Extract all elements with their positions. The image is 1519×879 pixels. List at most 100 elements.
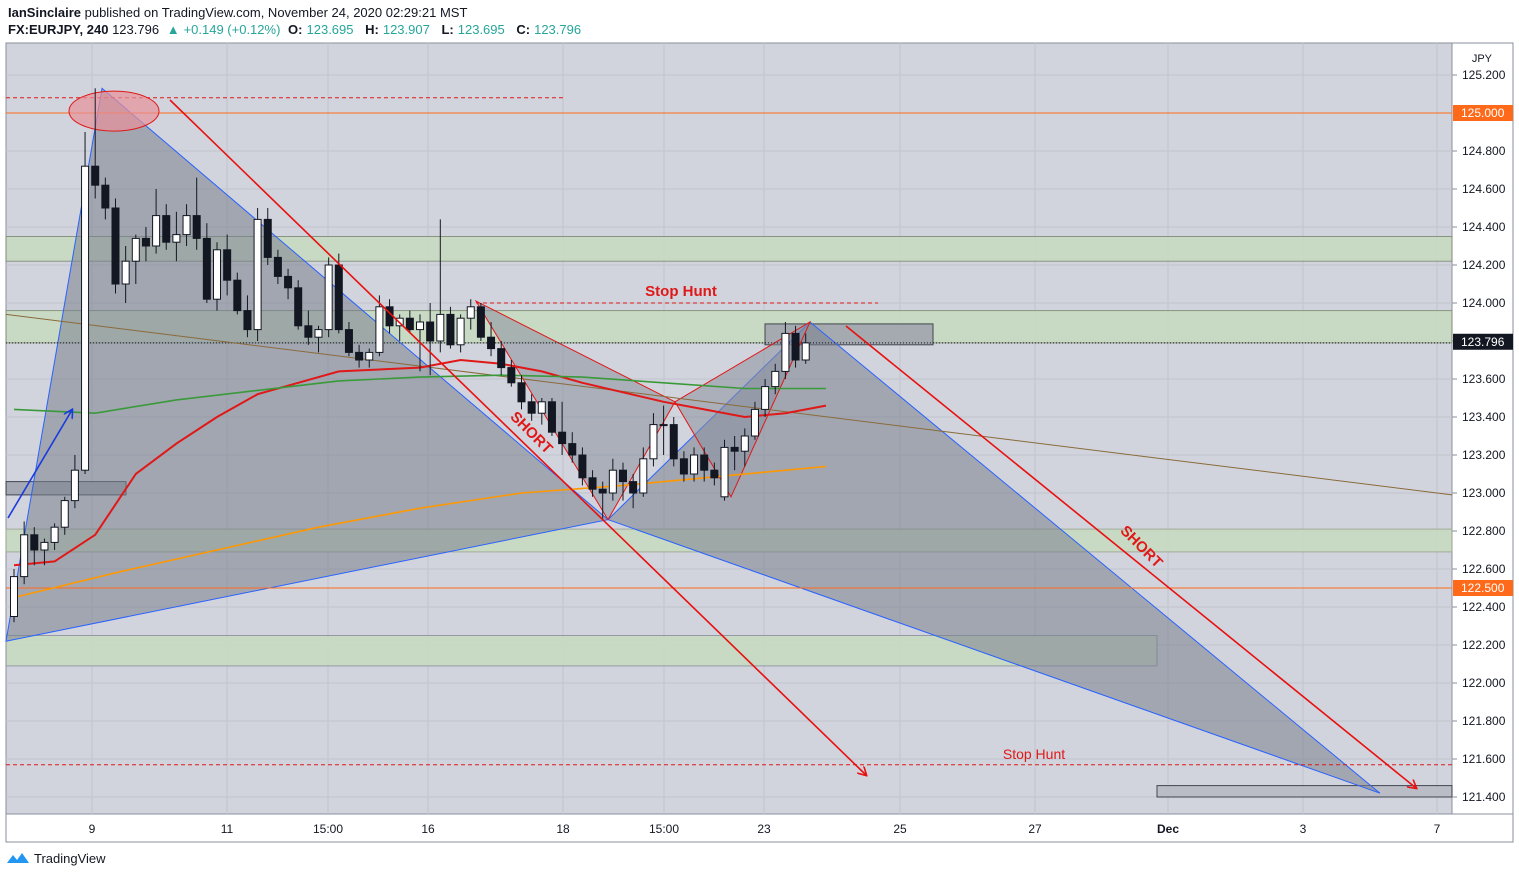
time-tick-label: 15:00: [649, 822, 679, 836]
candle-body: [771, 370, 780, 388]
candle-body: [243, 310, 252, 331]
candle-body: [517, 382, 526, 403]
candle-body: [30, 534, 39, 551]
open-label: O:: [288, 22, 303, 37]
open-value: 123.695: [306, 22, 354, 37]
price-tick-label: 121.800: [1462, 714, 1506, 728]
price-tick-label: 122.400: [1462, 600, 1506, 614]
brand-name: TradingView: [34, 850, 106, 866]
candle-body: [314, 329, 323, 338]
candle-body: [720, 446, 729, 498]
chart-frame: [5, 42, 1514, 843]
author-name[interactable]: IanSinclaire: [8, 5, 81, 20]
time-tick-label: 3: [1300, 822, 1307, 836]
candle-body: [659, 424, 668, 427]
candle-body: [639, 458, 648, 494]
candle-body: [223, 249, 232, 281]
candle-body: [162, 215, 171, 243]
time-tick-label: 25: [893, 822, 907, 836]
price-change: +0.149 (+0.12%): [183, 22, 281, 37]
candle-body: [131, 237, 140, 262]
candle-body: [750, 408, 759, 437]
target-box: [1156, 785, 1453, 798]
candle-body: [547, 401, 556, 433]
candle-body: [304, 325, 313, 338]
high-value: 123.907: [382, 22, 430, 37]
candle-body: [60, 500, 69, 528]
time-tick-label: 18: [556, 822, 570, 836]
candle-body: [669, 424, 678, 460]
candle-body: [568, 443, 577, 456]
candle-body: [355, 351, 364, 361]
price-tag-bg: [1453, 105, 1513, 121]
price-tick-label: 124.200: [1462, 258, 1506, 272]
candle-body: [619, 469, 627, 483]
short-arrow-right: [845, 325, 1416, 788]
candle-body: [192, 215, 201, 239]
candle-body: [202, 237, 211, 300]
time-tick-label: 11: [221, 822, 234, 836]
symbol-label[interactable]: FX:EURJPY, 240: [8, 22, 109, 37]
price-tick-label: 124.600: [1462, 182, 1506, 196]
currency-label: JPY: [1472, 53, 1493, 65]
candle-body: [141, 237, 150, 247]
candle-body: [213, 249, 221, 300]
candle-body: [801, 342, 810, 361]
time-ticks: 9 11 15:00 16 18 15:00 23 25 27 Dec 3 7: [89, 822, 1441, 836]
candle-body: [40, 541, 49, 551]
time-tick-label: Dec: [1157, 822, 1179, 836]
candle-body: [436, 313, 445, 342]
publish-line: IanSinclaire published on TradingView.co…: [8, 4, 589, 21]
candle-body: [558, 431, 567, 445]
time-tick-label: 27: [1028, 822, 1042, 836]
candle-body: [700, 454, 709, 471]
candle-body: [690, 454, 699, 475]
high-ellipse: [68, 90, 160, 132]
price-tick-label: 123.400: [1462, 410, 1506, 424]
price-tag-text: 123.796: [1461, 335, 1505, 349]
candle-body: [740, 435, 749, 452]
candle-body: [588, 477, 597, 490]
candle-body: [50, 526, 59, 543]
candle-body: [416, 321, 424, 331]
candle-body: [527, 401, 536, 414]
time-tick-label: 23: [757, 822, 771, 836]
price-tag-bg: [1453, 333, 1513, 350]
candle-body: [537, 401, 546, 414]
close-label: C:: [516, 22, 531, 37]
price-tick-label: 121.600: [1462, 752, 1506, 766]
candle-body: [111, 207, 120, 285]
tradingview-logo-icon: [7, 853, 29, 863]
price-tick-label: 124.000: [1462, 296, 1506, 310]
candle-body: [263, 218, 272, 258]
tradingview-footer: TradingView: [6, 850, 106, 866]
high-label: H:: [365, 22, 379, 37]
candle-body: [598, 488, 607, 494]
candles: [10, 88, 810, 623]
candle-body: [649, 424, 658, 460]
chart-header: IanSinclaire published on TradingView.co…: [8, 4, 589, 38]
moving-average-line: [13, 465, 827, 599]
price-scale[interactable]: [1451, 42, 1514, 815]
price-tag-bg: [1453, 580, 1513, 596]
candle-body: [710, 469, 719, 479]
ohlc-line: FX:EURJPY, 240 123.796 ▲ +0.149 (+0.12%) …: [8, 21, 589, 38]
candle-body: [10, 576, 18, 617]
candle-body: [791, 332, 800, 361]
price-ticks: JPY 125.200 124.800 124.600 124.400 124.200 12…: [1452, 53, 1506, 804]
candle-body: [405, 317, 414, 331]
candle-body: [91, 165, 100, 186]
candle-body: [334, 264, 343, 331]
candle-body: [152, 215, 161, 247]
last-price: 123.796: [112, 22, 160, 37]
price-tick-label: 122.200: [1462, 638, 1506, 652]
price-tags: 125.000 123.796 122.500: [1453, 105, 1513, 596]
time-tick-label: 7: [1434, 822, 1441, 836]
time-tick-label: 16: [421, 822, 435, 836]
candle-body: [284, 275, 293, 289]
stop-hunt-label-bottom: Stop Hunt: [1003, 746, 1065, 762]
candle-body: [456, 317, 465, 346]
candle-body: [487, 336, 496, 350]
short-arrow-left: [169, 99, 866, 775]
